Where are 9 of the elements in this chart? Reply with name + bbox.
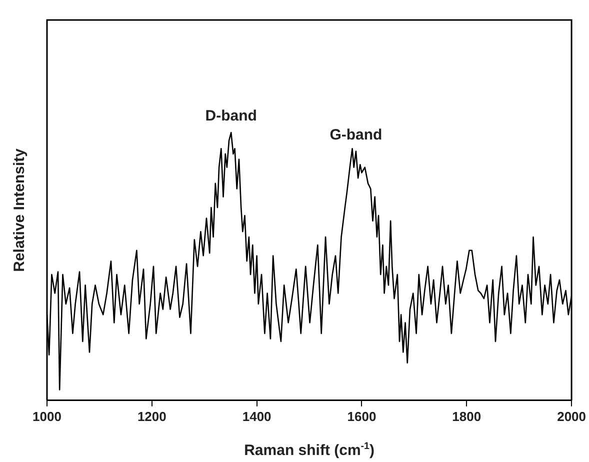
x-tick-label: 1200 (137, 408, 166, 424)
annotation: D-band (205, 108, 257, 125)
x-tick-label: 1000 (32, 408, 62, 424)
x-tick-label: 1400 (242, 408, 272, 424)
y-axis-title: Relative Intensity (11, 148, 28, 272)
x-tick-label: 2000 (557, 408, 586, 424)
x-tick-label: 1600 (347, 408, 376, 424)
x-tick-label: 1800 (452, 408, 482, 424)
annotation: G-band (330, 126, 382, 144)
